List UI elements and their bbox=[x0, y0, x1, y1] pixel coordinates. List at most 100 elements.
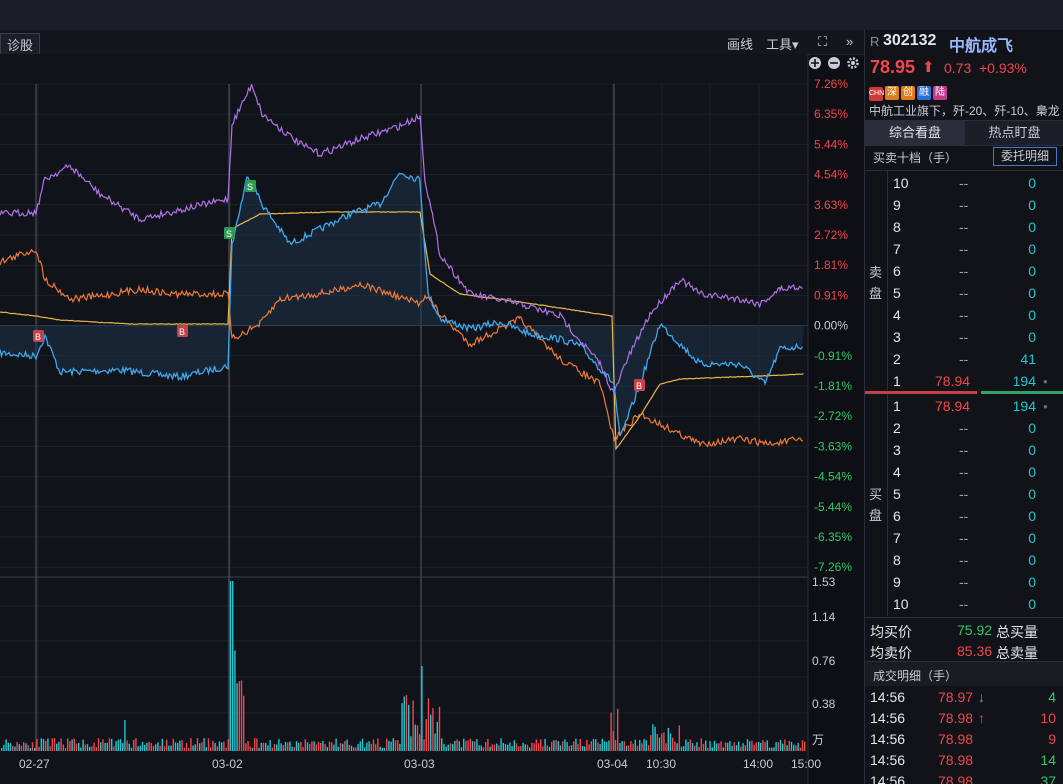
ask-level-row[interactable]: 1 78.94 194 ● bbox=[865, 370, 1063, 392]
volume-bar bbox=[727, 742, 729, 751]
volume-bar bbox=[522, 742, 524, 751]
order-detail-button[interactable]: 委托明细 bbox=[993, 147, 1057, 166]
ask-level-row[interactable]: 6 -- 0 bbox=[865, 260, 1063, 282]
avg-buy-row: 均买价 75.92 总买量 bbox=[870, 622, 1038, 640]
top-bar bbox=[0, 0, 1063, 31]
volume-bar bbox=[245, 743, 247, 751]
volume-bar bbox=[610, 712, 612, 751]
stock-description: 中航工业旗下，歼-20、歼-10、梟龙 bbox=[869, 104, 1060, 118]
volume-bar bbox=[586, 739, 588, 751]
ask-level-row[interactable]: 8 -- 0 bbox=[865, 216, 1063, 238]
volume-bar bbox=[405, 695, 408, 751]
volume-bar bbox=[553, 740, 555, 751]
volume-bar bbox=[227, 739, 229, 751]
level-price: -- bbox=[959, 552, 969, 568]
volume-bar bbox=[201, 742, 203, 751]
volume-bar bbox=[542, 746, 544, 751]
trades-list: 14:56 78.97 ↓ 4 14:56 78.98 ↑ 10 14:56 78.98 9 14:5… bbox=[865, 686, 1063, 784]
x-axis-label: 14:00 bbox=[743, 757, 773, 771]
ask-level-row[interactable]: 10 -- 0 bbox=[865, 172, 1063, 194]
volume-bar bbox=[117, 739, 119, 751]
volume-bar bbox=[40, 738, 42, 751]
fullscreen-icon[interactable]: ⛶ bbox=[818, 34, 828, 49]
market-tag: R bbox=[870, 34, 880, 49]
stock-name[interactable]: 中航成飞 bbox=[949, 38, 1014, 55]
tab-overview[interactable]: 综合看盘 bbox=[865, 121, 965, 145]
volume-bar bbox=[357, 744, 359, 751]
level-number: 6 bbox=[893, 263, 901, 279]
level-volume: 0 bbox=[1028, 285, 1036, 301]
price-line bbox=[0, 172, 804, 437]
bid-level-row[interactable]: 1 78.94 194 ● bbox=[865, 395, 1063, 417]
ask-level-row[interactable]: 5 -- 0 bbox=[865, 282, 1063, 304]
volume-bar bbox=[667, 727, 669, 751]
ask-level-row[interactable]: 4 -- 0 bbox=[865, 304, 1063, 326]
volume-bar bbox=[216, 746, 218, 751]
volume-bar bbox=[445, 746, 447, 751]
volume-bar bbox=[588, 744, 590, 751]
volume-bar bbox=[722, 747, 724, 751]
bid-level-row[interactable]: 10 -- 0 bbox=[865, 593, 1063, 615]
y-tick-label: -1.81% bbox=[814, 379, 852, 393]
collapse-icon[interactable]: » bbox=[846, 34, 854, 49]
trade-row: 14:56 78.97 ↓ 4 bbox=[865, 686, 1063, 708]
trade-volume: 14 bbox=[1040, 752, 1056, 768]
volume-bar bbox=[214, 743, 216, 751]
bid-level-row[interactable]: 2 -- 0 bbox=[865, 417, 1063, 439]
ask-level-row[interactable]: 9 -- 0 bbox=[865, 194, 1063, 216]
bid-level-row[interactable]: 7 -- 0 bbox=[865, 527, 1063, 549]
bid-level-row[interactable]: 4 -- 0 bbox=[865, 461, 1063, 483]
diagnose-button[interactable]: 诊股 bbox=[0, 33, 41, 56]
volume-bar bbox=[251, 747, 254, 751]
level-price: 78.94 bbox=[935, 398, 971, 414]
trade-marker-label: S bbox=[247, 182, 253, 192]
volume-bar bbox=[595, 739, 597, 751]
settings-icon[interactable] bbox=[847, 57, 859, 69]
trade-volume: 4 bbox=[1048, 689, 1056, 705]
volume-bar bbox=[377, 738, 379, 751]
trade-time: 14:56 bbox=[870, 689, 906, 705]
volume-bar bbox=[702, 744, 705, 751]
volume-bar bbox=[603, 741, 606, 751]
bid-level-row[interactable]: 6 -- 0 bbox=[865, 505, 1063, 527]
trade-marker-label: B bbox=[35, 332, 41, 342]
y-tick-label: 3.63% bbox=[814, 198, 848, 212]
level-number: 4 bbox=[893, 464, 901, 480]
ask-level-row[interactable]: 7 -- 0 bbox=[865, 238, 1063, 260]
volume-bar bbox=[284, 741, 287, 751]
bid-level-row[interactable]: 8 -- 0 bbox=[865, 549, 1063, 571]
volume-bar bbox=[146, 742, 148, 751]
volume-bar bbox=[408, 704, 410, 751]
volume-bar bbox=[337, 746, 339, 751]
volume-bar bbox=[799, 747, 801, 751]
bid-level-row[interactable]: 5 -- 0 bbox=[865, 483, 1063, 505]
y-tick-label: 5.44% bbox=[814, 137, 848, 151]
volume-bar bbox=[614, 740, 617, 751]
y-tick-label: 0.91% bbox=[814, 288, 848, 302]
volume-bar bbox=[465, 740, 467, 751]
y-tick-label: 0.00% bbox=[814, 319, 848, 333]
level-volume: 0 bbox=[1028, 508, 1036, 524]
bid-level-row[interactable]: 9 -- 0 bbox=[865, 571, 1063, 593]
draw-line-button[interactable]: 画线 bbox=[727, 37, 754, 52]
zoom-in-icon[interactable] bbox=[809, 57, 821, 69]
level-volume: 41 bbox=[1020, 351, 1036, 367]
volume-bar bbox=[141, 741, 144, 751]
volume-tick-label: 1.14 bbox=[812, 610, 836, 624]
volume-bar bbox=[298, 743, 300, 751]
volume-bar bbox=[221, 742, 223, 751]
zoom-out-icon[interactable] bbox=[828, 57, 840, 69]
ask-level-row[interactable]: 2 -- 41 bbox=[865, 348, 1063, 370]
tab-hot-watch[interactable]: 热点盯盘 bbox=[988, 125, 1041, 140]
volume-bar bbox=[694, 745, 696, 751]
x-axis-labels: 02-27 03-02 03-03 03-04 10:30 14:00 15:00 bbox=[19, 757, 821, 771]
ask-level-row[interactable]: 3 -- 0 bbox=[865, 326, 1063, 348]
volume-bar bbox=[82, 739, 84, 751]
volume-bar bbox=[97, 738, 100, 751]
volume-bar bbox=[51, 738, 53, 751]
tools-menu-button[interactable]: 工具▾ bbox=[766, 37, 799, 52]
level-price: -- bbox=[959, 442, 969, 458]
bid-level-row[interactable]: 3 -- 0 bbox=[865, 439, 1063, 461]
x-axis-label: 10:30 bbox=[646, 757, 676, 771]
